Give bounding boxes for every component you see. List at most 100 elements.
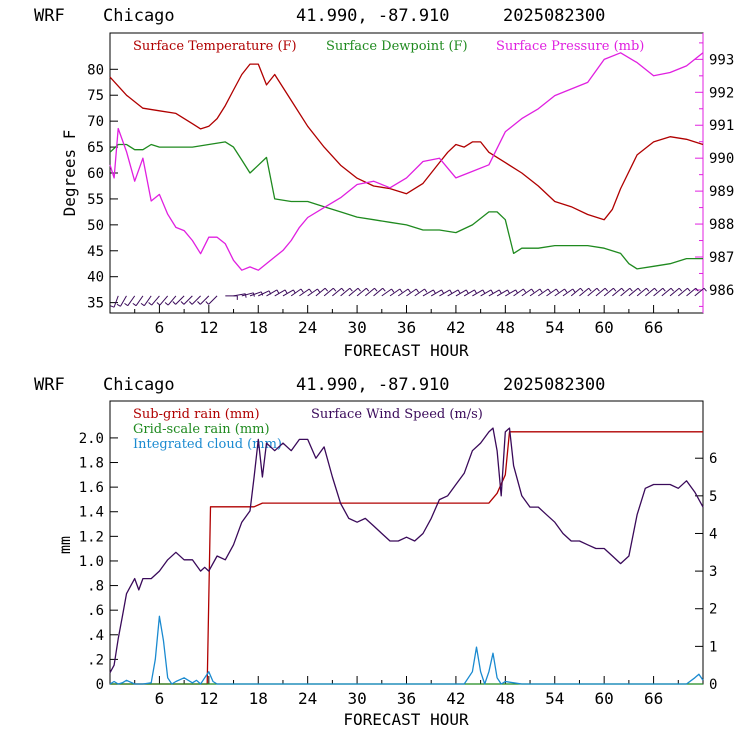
- y2-tick-label: 5: [709, 489, 717, 505]
- x-tick-label: 42: [446, 318, 465, 337]
- bottom-x-label: FORECAST HOUR: [343, 710, 469, 729]
- y-tick-label: 1.2: [79, 529, 104, 545]
- wind-barb-feather: [400, 289, 402, 292]
- wind-barb-feather: [110, 306, 114, 307]
- bottom-y-axis: 0.2.4.6.81.01.21.41.61.82.0: [79, 431, 118, 693]
- y-tick-label: 0: [96, 677, 104, 693]
- wind-barb-feather: [638, 288, 641, 291]
- series-line-0: [110, 64, 703, 220]
- wind-barb-feather: [671, 288, 674, 291]
- bottom-header-site: Chicago: [103, 375, 175, 395]
- series-line-2: [110, 616, 703, 684]
- wind-barb-feather: [117, 304, 121, 306]
- wind-barb: [522, 289, 532, 296]
- x-tick-label: 60: [595, 689, 614, 708]
- wind-barb: [308, 289, 318, 296]
- wind-barb-feather: [466, 290, 468, 294]
- x-tick-label: 6: [155, 689, 165, 708]
- wind-barb-feather: [206, 302, 209, 305]
- wind-barb-feather: [622, 288, 625, 291]
- wind-barb-feather: [556, 289, 558, 292]
- x-tick-label: 54: [545, 689, 564, 708]
- x-tick-label: 36: [397, 689, 416, 708]
- wind-barb: [538, 289, 548, 296]
- y2-tick-label: 991: [709, 118, 734, 134]
- wind-barb-feather: [157, 303, 160, 306]
- wind-barb-feather: [408, 289, 410, 292]
- bottom-header-coords: 41.990, -87.910: [296, 375, 450, 395]
- wind-barb-feather: [450, 290, 452, 294]
- y-tick-label: .2: [87, 652, 104, 668]
- x-tick-label: 12: [199, 689, 218, 708]
- wind-barb-feather: [285, 290, 287, 294]
- wind-barb-feather: [499, 290, 501, 294]
- wind-barb-feather: [350, 288, 353, 291]
- series-line-3: [110, 428, 703, 673]
- y-tick-label: 40: [87, 270, 104, 286]
- y-tick-label: 50: [87, 218, 104, 234]
- legend-dewpoint: Surface Dewpoint (F): [326, 39, 468, 54]
- wind-barb-feather: [688, 288, 691, 291]
- bottom-header-date: 2025082300: [503, 375, 605, 395]
- top-header-model: WRF: [34, 6, 65, 26]
- wind-barb: [390, 289, 400, 296]
- y2-tick-label: 1: [709, 639, 717, 655]
- wind-barb-feather: [565, 289, 567, 292]
- wind-barb-feather: [597, 288, 600, 291]
- top-x-label: FORECAST HOUR: [343, 341, 469, 360]
- wind-barb-feather: [165, 303, 168, 306]
- wind-barb: [299, 289, 309, 296]
- wind-barb-feather: [605, 288, 608, 291]
- y2-tick-label: 2: [709, 602, 717, 618]
- wind-barb-feather: [149, 303, 152, 306]
- wind-barb-feather: [573, 289, 575, 292]
- wind-barb-feather: [540, 289, 542, 292]
- top-y-label: Degrees F: [60, 130, 79, 217]
- y-tick-label: 70: [87, 114, 104, 130]
- x-tick-label: 30: [347, 318, 366, 337]
- wind-barb-feather: [301, 289, 303, 292]
- y-tick-label: 65: [87, 140, 104, 156]
- x-tick-label: 66: [644, 318, 663, 337]
- wind-barb-feather: [508, 290, 510, 294]
- series-line-2: [110, 53, 703, 270]
- wind-barb-feather: [655, 288, 658, 291]
- x-tick-label: 48: [496, 689, 515, 708]
- wind-barb-feather: [580, 288, 583, 291]
- wind-barb: [398, 289, 408, 296]
- y-tick-label: 2.0: [79, 431, 104, 447]
- wind-barb-feather: [277, 290, 279, 294]
- y-tick-label: 35: [87, 296, 104, 312]
- y-tick-label: .4: [87, 628, 104, 644]
- legend-subgrid-rain: Sub-grid rain (mm): [133, 407, 260, 422]
- wind-barbs: [110, 288, 706, 307]
- wind-barb-feather: [425, 289, 427, 292]
- wind-barb-feather: [630, 288, 633, 291]
- wind-barb-feather: [548, 289, 550, 292]
- wind-barb-feather: [141, 303, 144, 305]
- x-tick-label: 48: [496, 318, 515, 337]
- wind-barb-feather: [125, 303, 128, 305]
- top-plot-frame: [110, 33, 703, 313]
- wind-barb: [547, 289, 557, 296]
- wind-barb: [382, 289, 392, 296]
- wind-barb-feather: [589, 288, 592, 291]
- top-header-coords: 41.990, -87.910: [296, 6, 450, 26]
- x-tick-label: 42: [446, 689, 465, 708]
- y2-tick-label: 992: [709, 85, 734, 101]
- legend-pressure: Surface Pressure (mb): [496, 39, 644, 54]
- y2-tick-label: 986: [709, 283, 734, 299]
- y2-tick-label: 988: [709, 217, 734, 233]
- wind-barb-feather: [704, 288, 707, 291]
- wind-barb-feather: [358, 288, 361, 291]
- y2-tick-label: 3: [709, 564, 717, 580]
- wind-barb-feather: [333, 288, 336, 291]
- top-header-date: 2025082300: [503, 6, 605, 26]
- wind-barb-feather: [173, 302, 176, 305]
- wind-barb-feather: [523, 289, 525, 292]
